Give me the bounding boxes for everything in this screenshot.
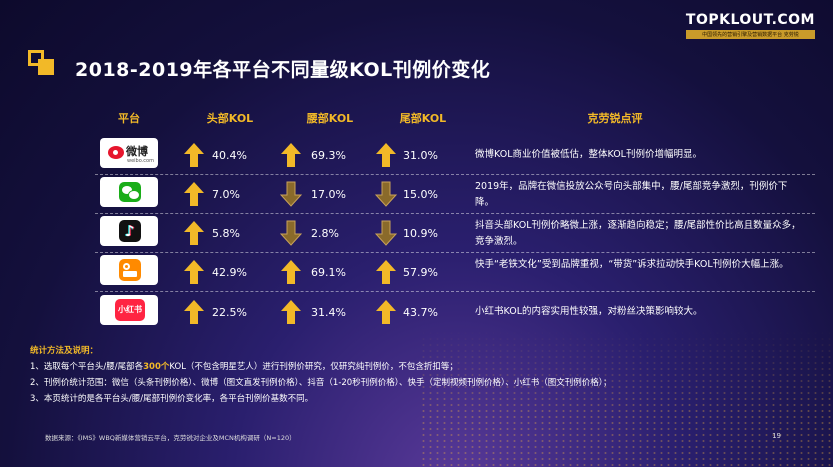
waist-kol-value: 69.1%	[311, 266, 346, 279]
page-number: 19	[772, 432, 781, 440]
head-kol-value: 5.8%	[212, 227, 240, 240]
head-kol-value: 22.5%	[212, 306, 247, 319]
platform-logo-xiaohongshu: 小红书	[100, 295, 158, 325]
douyin-icon: ♪	[119, 220, 141, 242]
row-divider	[95, 174, 815, 175]
down-arrow-icon	[279, 220, 303, 246]
col-header-tail: 尾部KOL	[399, 112, 447, 125]
up-arrow-icon	[375, 299, 397, 325]
up-arrow-icon	[280, 299, 302, 325]
brand-sub: 中国领先的营销引擎及营销数据平台 克劳锐	[685, 30, 815, 39]
page-title: 2018-2019年各平台不同量级KOL刊例价变化	[75, 59, 491, 81]
brand-name: TOPKLOUT.COM	[685, 12, 815, 28]
comment: 2019年，品牌在微信投放公众号向头部集中，腰/尾部竞争激烈，刊例价下降。	[475, 181, 788, 208]
brand-logo: TOPKLOUT.COM 中国领先的营销引擎及营销数据平台 克劳锐	[685, 12, 815, 39]
table-row: 微博 weibo.com 40.4% 69.3% 31.0% 微博KOL商业价值被低估，整…	[95, 136, 815, 174]
up-arrow-icon	[183, 181, 205, 207]
waist-kol-value: 69.3%	[311, 149, 346, 162]
tail-kol-value: 31.0%	[403, 149, 438, 162]
tail-kol-value: 43.7%	[403, 306, 438, 319]
comment: 小红书KOL的内容实用性较强，对粉丝决策影响较大。	[475, 306, 703, 317]
notes-title: 统计方法及说明：	[30, 346, 99, 356]
notes-line-2: 2、刊例价统计范围：微信（头条刊例价格）、微博（图文直发刊例价格）、抖音（1-2…	[30, 378, 612, 388]
up-arrow-icon	[375, 259, 397, 285]
weibo-icon	[108, 146, 124, 159]
down-arrow-icon	[374, 181, 398, 207]
up-arrow-icon	[375, 142, 397, 168]
platform-logo-douyin: ♪	[100, 216, 158, 246]
row-divider	[95, 252, 815, 253]
comment: 微博KOL商业价值被低估，整体KOL刊例价增幅明显。	[475, 149, 702, 160]
notes-line-3: 3、本页统计的是各平台头/腰/尾部刊例价变化率，各平台刊例价基数不同。	[30, 394, 314, 404]
background-dots	[420, 330, 833, 467]
head-kol-value: 40.4%	[212, 149, 247, 162]
waist-kol-value: 31.4%	[311, 306, 346, 319]
up-arrow-icon	[280, 259, 302, 285]
table-row: 42.9% 69.1% 57.9% 快手“老铁文化”受到品牌重视，“带货”诉求拉动快手…	[95, 253, 815, 291]
down-arrow-icon	[374, 220, 398, 246]
wechat-icon	[119, 182, 141, 202]
col-header-head: 头部KOL	[206, 112, 254, 125]
col-header-platform: 平台	[118, 112, 140, 125]
waist-kol-value: 2.8%	[311, 227, 339, 240]
down-arrow-icon	[279, 181, 303, 207]
notes-line-1: 1、选取每个平台头/腰/尾部各300个KOL（不包含明星艺人）进行刊例价研究，仅…	[30, 362, 458, 372]
kuaishou-icon	[119, 259, 141, 281]
table-row: 小红书 22.5% 31.4% 43.7% 小红书KOL的内容实用性较强，对粉丝决策影响…	[95, 293, 815, 331]
head-kol-value: 42.9%	[212, 266, 247, 279]
tail-kol-value: 10.9%	[403, 227, 438, 240]
table-row: ♪ 5.8% 2.8% 10.9% 抖音头部KOL刊例价略微上涨，逐渐趋向稳定；腰/尾部…	[95, 214, 815, 252]
comment: 抖音头部KOL刊例价略微上涨，逐渐趋向稳定；腰/尾部性价比高且数量众多，竞争激烈…	[475, 220, 801, 247]
tail-kol-value: 15.0%	[403, 188, 438, 201]
col-header-waist: 腰部KOL	[306, 112, 354, 125]
head-kol-value: 7.0%	[212, 188, 240, 201]
up-arrow-icon	[183, 220, 205, 246]
title-mark-icon	[28, 50, 58, 76]
up-arrow-icon	[183, 299, 205, 325]
notes: 统计方法及说明： 1、选取每个平台头/腰/尾部各300个KOL（不包含明星艺人）…	[30, 343, 611, 407]
waist-kol-value: 17.0%	[311, 188, 346, 201]
xiaohongshu-icon: 小红书	[115, 299, 145, 321]
up-arrow-icon	[280, 142, 302, 168]
comment: 快手“老铁文化”受到品牌重视，“带货”诉求拉动快手KOL刊例价大幅上涨。	[475, 259, 789, 270]
up-arrow-icon	[183, 259, 205, 285]
row-divider	[95, 213, 815, 214]
data-source: 数据来源：《IMS》WBQ新媒体营销云平台，克劳锐对企业及MCN机构调研（N=1…	[45, 434, 296, 442]
tail-kol-value: 57.9%	[403, 266, 438, 279]
col-header-comment: 克劳锐点评	[587, 112, 643, 125]
table-row: 7.0% 17.0% 15.0% 2019年，品牌在微信投放公众号向头部集中，腰/尾部…	[95, 175, 815, 213]
platform-logo-wechat	[100, 177, 158, 207]
row-divider	[95, 291, 815, 292]
platform-logo-kuaishou	[100, 255, 158, 285]
platform-logo-weibo: 微博 weibo.com	[100, 138, 158, 168]
up-arrow-icon	[183, 142, 205, 168]
